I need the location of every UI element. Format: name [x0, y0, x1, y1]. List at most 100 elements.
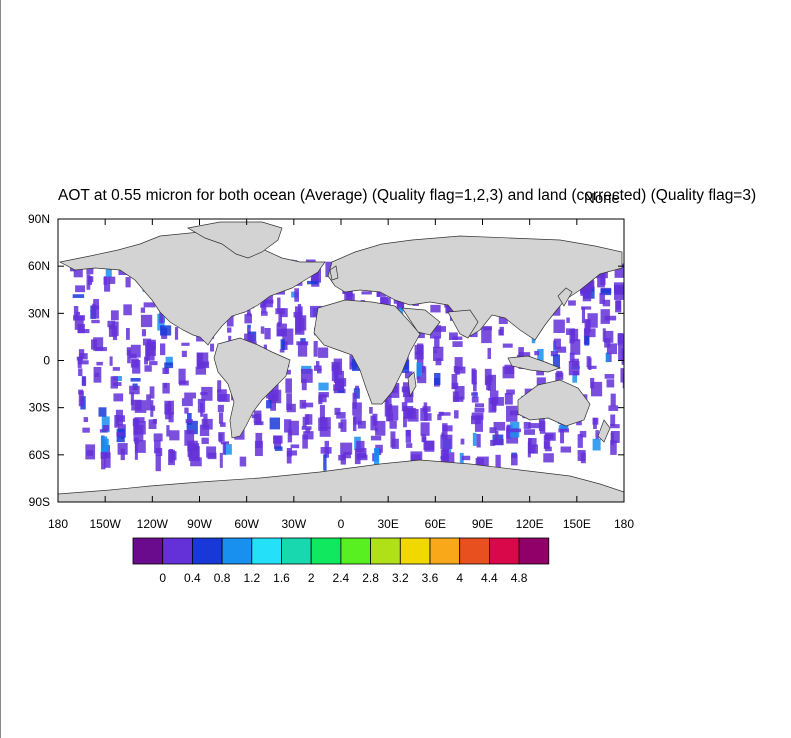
aot-swath-patch: [144, 365, 152, 372]
aot-swath-patch: [96, 361, 103, 366]
aot-swath-patch: [437, 414, 442, 421]
aot-swath-patch: [76, 356, 83, 361]
aot-swath-patch: [218, 412, 224, 424]
aot-swath-patch: [604, 330, 614, 343]
aot-swath-patch: [485, 375, 490, 385]
aot-swath-patch: [375, 420, 386, 436]
aot-swath-patch: [279, 349, 285, 353]
aot-swath-patch: [266, 400, 272, 409]
aot-swath-patch: [146, 394, 151, 411]
aot-swath-patch: [319, 426, 331, 437]
colorbar-swatch: [429, 537, 461, 565]
aot-swath-patch: [560, 429, 565, 444]
aot-swath-patch: [78, 368, 83, 377]
colorbar-label: 1.6: [273, 571, 290, 585]
aot-swath-patch: [190, 457, 202, 467]
colorbar-swatch: [251, 537, 282, 565]
aot-swath-patch: [261, 291, 273, 308]
aot-swath-patch: [454, 386, 465, 400]
aot-swath-patch: [476, 433, 481, 448]
aot-swath-patch: [518, 347, 524, 357]
aot-swath-patch: [82, 427, 90, 433]
aot-swath-patch: [93, 299, 99, 310]
aot-swath-patch: [370, 435, 382, 441]
aot-swath-patch: [420, 422, 430, 436]
aot-swath-patch: [353, 415, 362, 425]
aot-swath-patch: [93, 337, 104, 351]
aot-swath-patch: [129, 385, 140, 395]
aot-swath-patch: [405, 430, 412, 443]
aot-swath-patch: [336, 412, 346, 419]
aot-swath-patch: [577, 434, 583, 448]
aot-swath-patch: [162, 382, 170, 394]
aot-swath-patch: [641, 401, 652, 406]
aot-swath-patch: [430, 304, 441, 313]
aot-swath-patch: [305, 428, 311, 434]
aot-swath-patch: [148, 419, 157, 429]
aot-swath-patch: [254, 440, 263, 457]
lon-tick-label: 30W: [281, 517, 306, 531]
left-border-line: [0, 0, 1, 738]
aot-swath-patch: [648, 444, 656, 460]
aot-swath-patch: [527, 441, 531, 458]
aot-swath-patch: [637, 345, 641, 361]
lon-tick-label: 150E: [563, 517, 591, 531]
aot-swath-patch: [502, 343, 513, 348]
aot-swath-patch: [604, 374, 615, 379]
aot-swath-patch: [511, 454, 518, 466]
aot-swath-patch: [114, 415, 120, 428]
aot-swath-patch: [471, 415, 481, 425]
aot-swath-patch: [459, 452, 464, 468]
colorbar-swatch: [221, 537, 253, 565]
aot-swath-patch: [422, 436, 427, 443]
aot-swath-patch: [200, 402, 204, 417]
colorbar-swatch: [191, 537, 223, 565]
aot-swath-patch: [280, 339, 285, 350]
aot-swath-patch: [77, 323, 85, 334]
aot-swath-patch: [285, 378, 292, 393]
lat-tick-label: 30S: [29, 401, 50, 415]
india: [447, 309, 479, 339]
aot-swath-patch: [404, 371, 413, 379]
aot-swath-patch: [552, 354, 560, 369]
aot-swath-patch: [641, 348, 646, 360]
aot-swath-patch: [181, 398, 193, 407]
aot-swath-patch: [361, 291, 372, 295]
colorbar-label: 4: [456, 571, 463, 585]
aot-swath-patch: [605, 352, 610, 363]
aot-swath-patch: [201, 418, 213, 430]
aot-swath-patch: [318, 392, 329, 398]
aot-swath-patch: [75, 285, 86, 293]
aot-swath-patch: [641, 410, 645, 414]
longitude-ticks: 180 150W 120W 90W 60W 30W 0 30E 60E 90E 120E 150E 18…: [48, 219, 634, 531]
aot-swath-patch: [301, 378, 307, 391]
aot-swath-patch: [440, 449, 449, 464]
aot-swath-patch: [303, 431, 314, 440]
aot-swath-patch: [391, 438, 399, 449]
aot-swath-patch: [169, 430, 180, 441]
aot-swath-patch: [355, 385, 360, 390]
aot-swath-patch: [130, 377, 141, 382]
aot-swath-patch: [416, 343, 424, 354]
aot-swath-patch: [474, 407, 485, 413]
aot-swath-patch: [334, 407, 341, 415]
aot-swath-patch: [164, 362, 174, 369]
aot-swath-patch: [626, 427, 634, 441]
aot-swath-patch: [269, 417, 281, 430]
lat-tick-label: 60N: [28, 259, 50, 273]
aot-swath-patch: [617, 333, 623, 345]
aot-swath-patch: [154, 440, 161, 454]
aot-swath-patch: [595, 430, 599, 440]
aot-swath-patch: [166, 425, 170, 437]
lat-tick-label: 90S: [29, 495, 50, 509]
aot-swath-patch: [227, 327, 232, 333]
aot-swath-patch: [550, 350, 559, 357]
aot-swath-patch: [112, 382, 122, 386]
aot-swath-patch: [318, 395, 323, 405]
aot-swath-patch: [255, 432, 263, 449]
aot-swath-patch: [255, 413, 262, 425]
lat-tick-label: 0: [43, 354, 50, 368]
aot-swath-patch: [99, 429, 108, 433]
aot-swath-patch: [471, 396, 479, 403]
aot-swath-patch: [620, 368, 624, 383]
